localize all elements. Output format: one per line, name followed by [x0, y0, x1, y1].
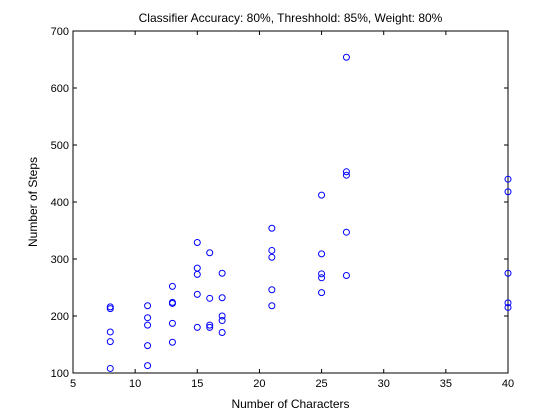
- data-point: [218, 317, 226, 325]
- data-point: [193, 238, 201, 246]
- x-axis-label: Number of Characters: [231, 397, 349, 411]
- data-point: [504, 303, 512, 311]
- y-axis-label: Number of Steps: [26, 157, 40, 247]
- y-tick-label: 600: [51, 83, 69, 95]
- x-tick-label: 5: [70, 378, 76, 390]
- data-point: [268, 286, 276, 294]
- y-tick-label: 700: [51, 26, 69, 38]
- y-tick-label: 500: [51, 140, 69, 152]
- data-point: [144, 342, 152, 350]
- data-point: [106, 303, 114, 311]
- data-point: [144, 321, 152, 329]
- data-point: [218, 329, 226, 337]
- data-point: [218, 294, 226, 302]
- data-point: [504, 188, 512, 196]
- data-point: [206, 294, 214, 302]
- data-point: [504, 175, 512, 183]
- x-tick-label: 10: [129, 378, 141, 390]
- data-point: [504, 299, 512, 307]
- data-point: [342, 228, 350, 236]
- data-point: [268, 246, 276, 254]
- data-point: [144, 302, 152, 310]
- data-point: [106, 338, 114, 346]
- data-point: [168, 319, 176, 327]
- data-point: [318, 250, 326, 258]
- data-point: [144, 314, 152, 322]
- data-point: [206, 321, 214, 329]
- y-tick-label: 400: [51, 197, 69, 209]
- x-tick-label: 35: [440, 378, 452, 390]
- data-point: [342, 53, 350, 61]
- chart-title: Classifier Accuracy: 80%, Threshhold: 85…: [139, 11, 443, 25]
- data-point: [168, 282, 176, 290]
- data-point: [218, 312, 226, 320]
- x-tick-label: 25: [315, 378, 327, 390]
- data-point: [106, 328, 114, 336]
- y-tick-label: 200: [51, 311, 69, 323]
- data-point: [106, 364, 114, 372]
- data-point: [318, 191, 326, 199]
- data-point: [318, 289, 326, 297]
- x-tick-label: 15: [191, 378, 203, 390]
- y-tick-label: 300: [51, 254, 69, 266]
- plot-area: [72, 30, 509, 374]
- data-point: [268, 253, 276, 261]
- data-point: [342, 171, 350, 179]
- data-point: [318, 274, 326, 282]
- data-point: [318, 270, 326, 278]
- data-point: [342, 168, 350, 176]
- data-point: [268, 224, 276, 232]
- data-points: [106, 53, 512, 372]
- data-point: [144, 362, 152, 370]
- x-tick-label: 40: [502, 378, 514, 390]
- data-point: [168, 298, 176, 306]
- y-tick-label: 100: [51, 368, 69, 380]
- data-point: [193, 264, 201, 272]
- data-point: [504, 269, 512, 277]
- data-point: [168, 338, 176, 346]
- data-point: [342, 272, 350, 280]
- data-point: [206, 323, 214, 331]
- data-point: [193, 323, 201, 331]
- axis-ticks: 5 10 15 20 25 30 35 40 100 200 300 400 500 600 700: [51, 26, 514, 390]
- data-point: [218, 269, 226, 277]
- data-point: [268, 302, 276, 310]
- data-point: [193, 290, 201, 298]
- x-tick-label: 30: [378, 378, 390, 390]
- data-point: [206, 249, 214, 257]
- x-tick-label: 20: [253, 378, 265, 390]
